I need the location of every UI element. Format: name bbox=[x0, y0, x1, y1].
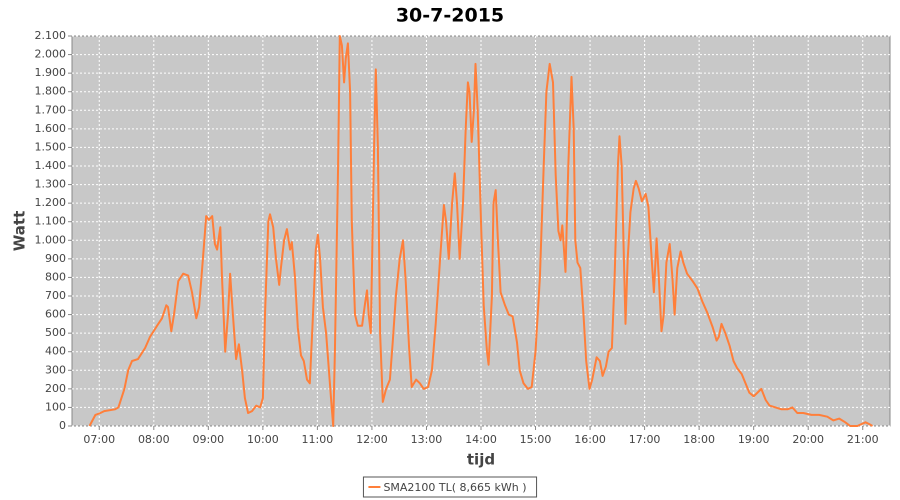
y-tick-label: 1.200 bbox=[35, 196, 67, 209]
x-tick-label: 19:00 bbox=[738, 433, 770, 446]
x-tick-label: 17:00 bbox=[629, 433, 661, 446]
x-tick-label: 13:00 bbox=[411, 433, 443, 446]
x-tick-label: 20:00 bbox=[792, 433, 824, 446]
y-tick-label: 0 bbox=[59, 419, 66, 432]
y-tick-label: 1.500 bbox=[35, 140, 67, 153]
y-tick-label: 800 bbox=[45, 270, 66, 283]
x-tick-label: 08:00 bbox=[138, 433, 170, 446]
y-tick-label: 400 bbox=[45, 345, 66, 358]
x-tick-label: 09:00 bbox=[192, 433, 224, 446]
x-tick-label: 07:00 bbox=[83, 433, 115, 446]
y-tick-label: 1.900 bbox=[35, 66, 67, 79]
x-tick-label: 14:00 bbox=[465, 433, 497, 446]
y-tick-label: 1.700 bbox=[35, 103, 67, 116]
x-axis-label: tijd bbox=[467, 451, 495, 469]
y-tick-label: 2.000 bbox=[35, 48, 67, 61]
x-tick-label: 21:00 bbox=[847, 433, 879, 446]
y-tick-label: 700 bbox=[45, 289, 66, 302]
x-tick-label: 16:00 bbox=[574, 433, 606, 446]
chart-title: 30-7-2015 bbox=[396, 5, 504, 27]
x-tick-label: 18:00 bbox=[683, 433, 715, 446]
x-tick-label: 10:00 bbox=[247, 433, 279, 446]
legend-box bbox=[362, 476, 538, 498]
y-tick-label: 200 bbox=[45, 382, 66, 395]
y-tick-label: 600 bbox=[45, 308, 66, 321]
legend-label: SMA2100 TL( 8,665 kWh ) bbox=[383, 481, 526, 494]
y-tick-label: 500 bbox=[45, 326, 66, 339]
y-tick-label: 1.800 bbox=[35, 85, 67, 98]
y-tick-label: 1.100 bbox=[35, 215, 67, 228]
y-axis-label: Watt bbox=[11, 211, 29, 251]
y-tick-label: 1.300 bbox=[35, 178, 67, 191]
y-tick-label: 300 bbox=[45, 363, 66, 376]
series-line bbox=[88, 35, 874, 427]
y-tick-label: 1.400 bbox=[35, 159, 67, 172]
x-tick-label: 12:00 bbox=[356, 433, 388, 446]
x-tick-label: 11:00 bbox=[302, 433, 334, 446]
y-tick-label: 100 bbox=[45, 400, 66, 413]
y-tick-label: 1.000 bbox=[35, 233, 67, 246]
y-tick-label: 2.100 bbox=[35, 29, 67, 42]
x-tick-label: 15:00 bbox=[520, 433, 552, 446]
y-tick-label: 900 bbox=[45, 252, 66, 265]
y-tick-label: 1.600 bbox=[35, 122, 67, 135]
